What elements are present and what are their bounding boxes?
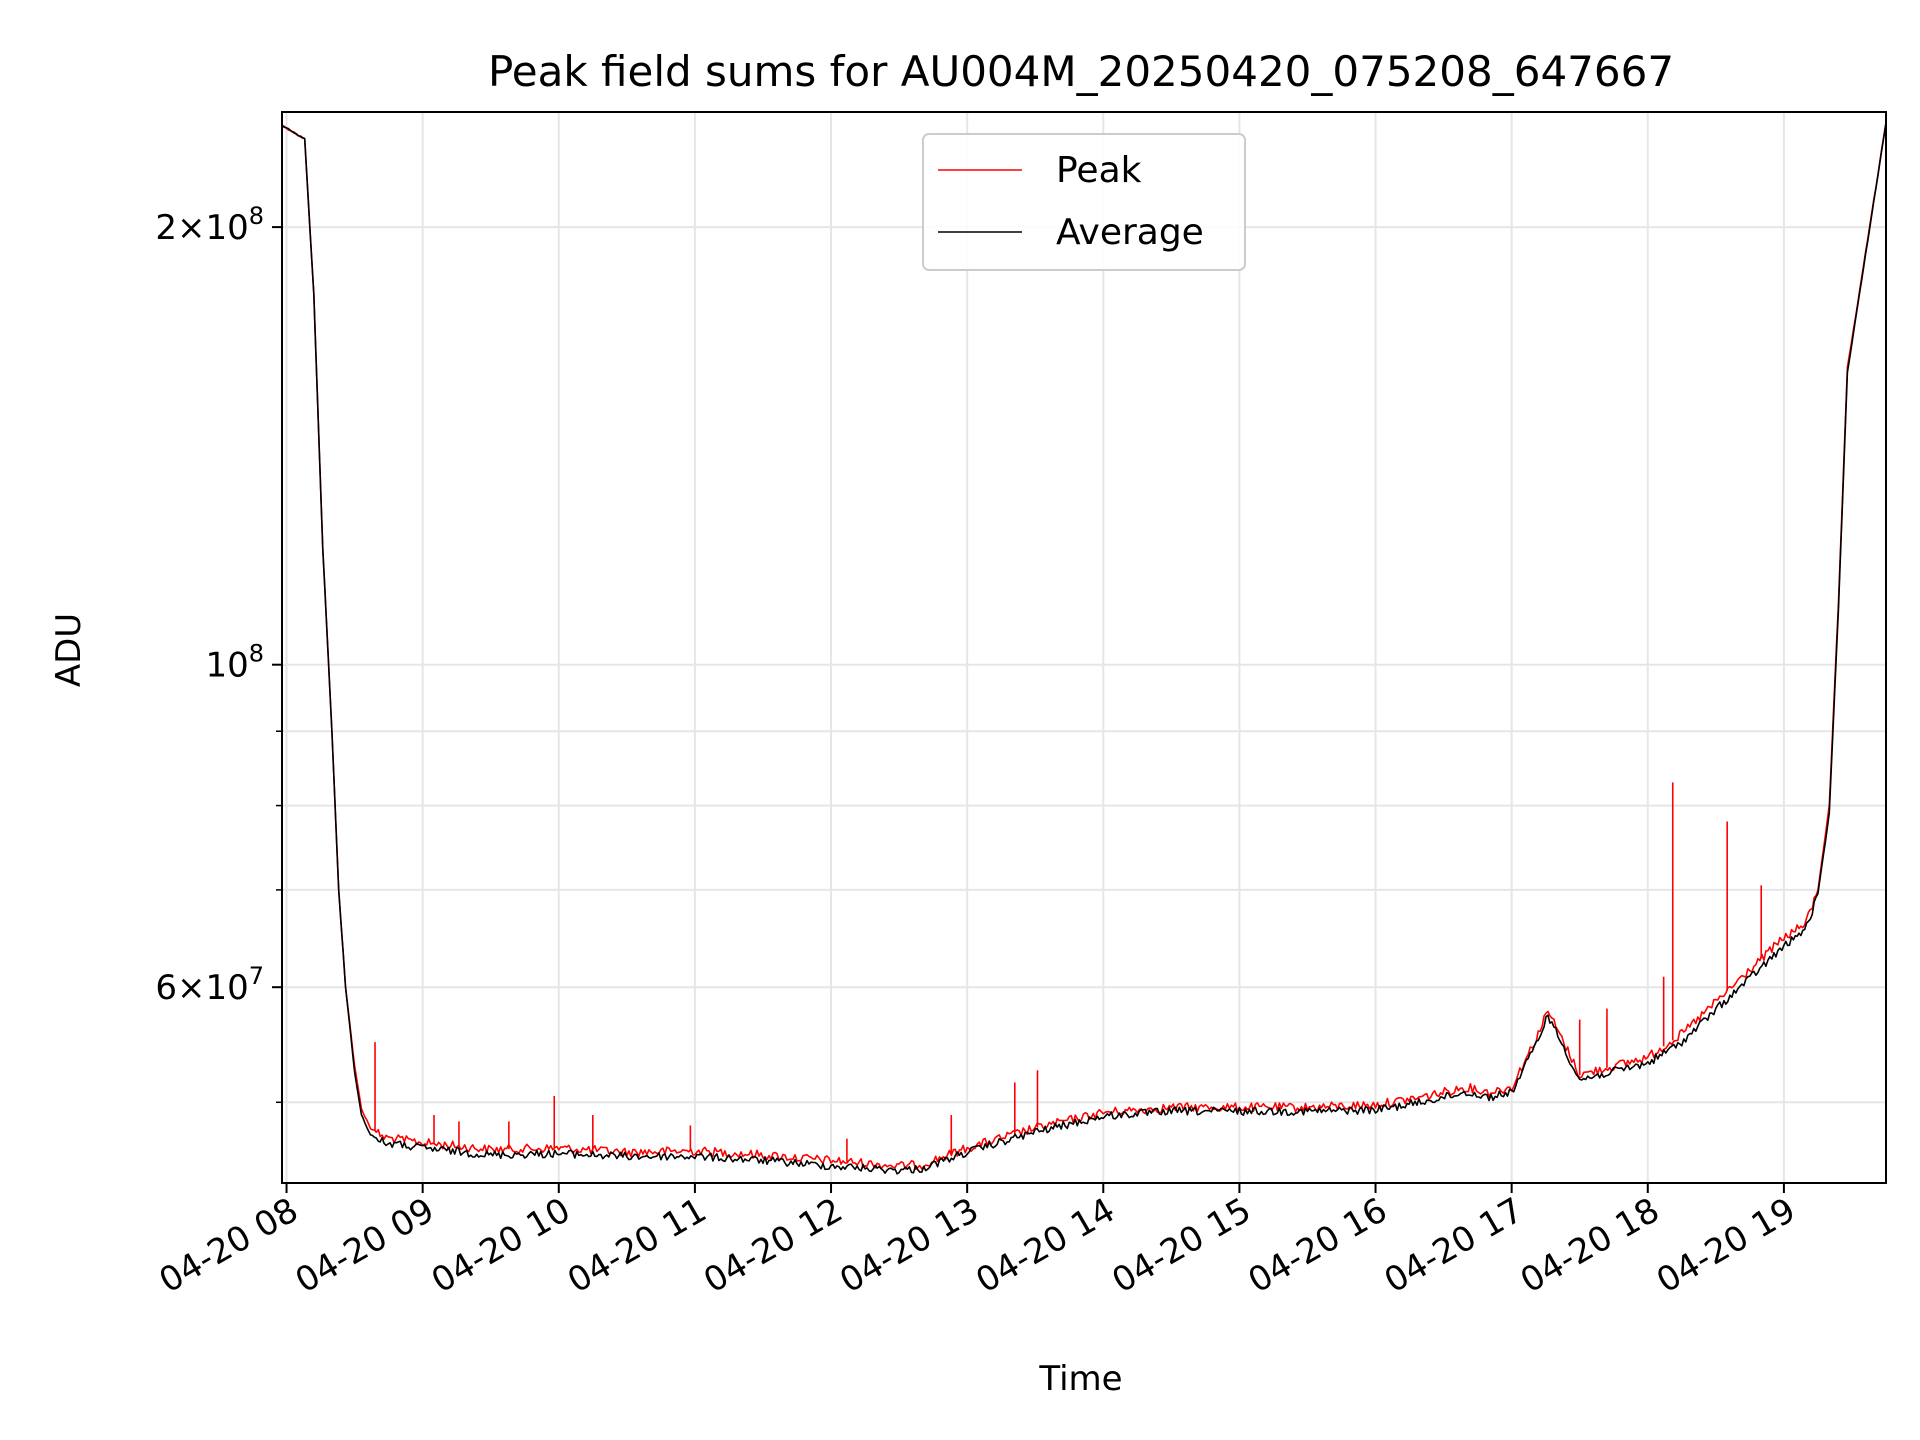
plot-frame — [281, 111, 1887, 1184]
legend-box — [922, 133, 1246, 271]
x-axis-label: Time — [1038, 1359, 1122, 1399]
y-axis-label: ADU — [49, 613, 89, 687]
y-tick-label: 6×107 — [155, 962, 264, 1008]
grid — [282, 112, 1886, 1183]
chart-title: Peak field sums for AU004M_20250420_0752… — [488, 47, 1674, 96]
series-line-peak — [281, 122, 1887, 1171]
legend: Peak Average — [922, 133, 1246, 271]
series-line-average — [281, 122, 1887, 1175]
series-lines — [281, 122, 1887, 1175]
legend-label-peak: Peak — [1056, 150, 1142, 191]
legend-label-average: Average — [1056, 212, 1204, 253]
y-tick-label: 108 — [205, 640, 264, 686]
y-tick-label: 2×108 — [155, 202, 264, 248]
